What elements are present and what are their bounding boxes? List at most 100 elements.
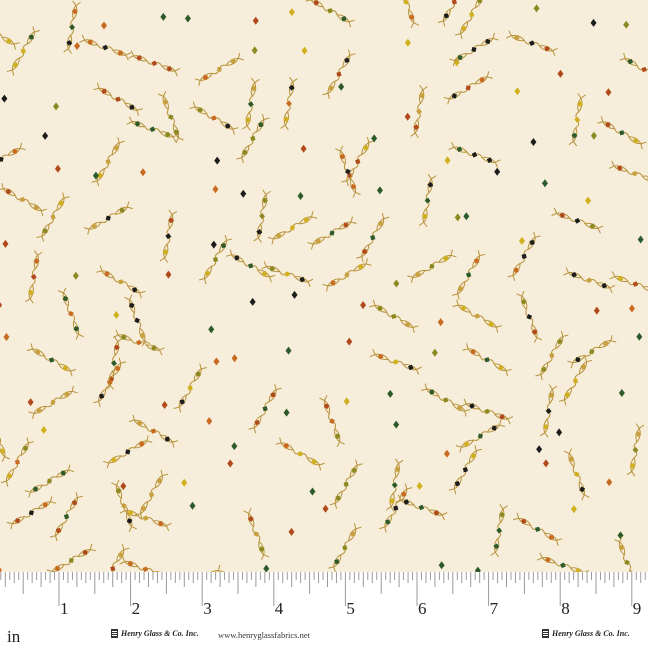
chain-motif — [111, 479, 137, 532]
diamond-dot — [301, 46, 308, 55]
diamond-dot — [285, 346, 292, 355]
chain-motif — [267, 211, 318, 245]
diamond-dot — [189, 501, 196, 510]
diamond-dot — [387, 389, 394, 398]
chain-motif — [253, 189, 271, 243]
chain-motif — [448, 445, 482, 495]
diamond-dot — [416, 482, 423, 491]
chain-motif — [505, 30, 558, 57]
chain-motif — [24, 464, 75, 498]
diamond-dot — [181, 478, 188, 487]
chain-motif — [626, 423, 645, 477]
ruler-number: 6 — [418, 599, 427, 618]
diamond-dot — [628, 304, 635, 313]
diamond-dot — [590, 131, 597, 140]
chain-motif — [112, 329, 165, 356]
chain-motif — [6, 496, 57, 530]
diamond-dot — [322, 504, 329, 513]
chain-motif — [194, 52, 244, 86]
diamond-dot — [140, 168, 147, 177]
diamond-dot — [184, 14, 191, 23]
diamond-dot — [637, 235, 644, 244]
diamond-dot — [213, 357, 220, 366]
diamond-dot — [42, 131, 49, 140]
diamond-dot — [404, 112, 411, 121]
chain-motif — [226, 249, 276, 283]
chain-motif — [26, 343, 77, 377]
chain-motif — [395, 494, 448, 521]
chain-motif — [96, 265, 146, 299]
chain-motif — [443, 71, 493, 105]
diamond-dot — [214, 156, 221, 165]
chain-motif — [307, 216, 357, 250]
diamond-dot — [557, 69, 564, 78]
chain-motif — [563, 448, 590, 501]
diamond-dot — [54, 164, 61, 173]
chain-motif — [0, 16, 20, 50]
chain-motif — [158, 91, 184, 144]
diamond-dot — [605, 88, 612, 97]
chain-motif — [407, 249, 457, 283]
chain-motif — [91, 137, 125, 187]
diamond-dot — [443, 449, 450, 458]
chain-motif — [322, 258, 372, 292]
diamond-dot — [393, 420, 400, 429]
chain-motif — [6, 26, 40, 76]
chain-motif — [322, 49, 356, 99]
ruler-ticks — [0, 572, 646, 606]
diamond-dot — [463, 212, 470, 221]
diamond-dot — [74, 41, 81, 50]
diamond-dot — [165, 270, 172, 279]
diamond-dot — [533, 4, 540, 13]
chain-motif — [305, 0, 355, 28]
ruler-number: 1 — [60, 599, 69, 618]
chain-motif — [275, 437, 325, 471]
brand-logo-left: Henry Glass & Co. Inc. — [111, 629, 199, 638]
diamond-dot — [210, 240, 217, 249]
ruler-number: 9 — [632, 599, 642, 618]
diamond-dot — [437, 318, 444, 327]
diamond-dot — [371, 134, 378, 143]
chain-motif — [243, 507, 270, 561]
diamond-dot — [309, 487, 316, 496]
chain-motif — [614, 536, 640, 576]
diamond-dot — [556, 428, 563, 437]
chain-motif — [449, 32, 499, 67]
chain-motif — [597, 116, 647, 150]
fabric-pattern — [0, 0, 648, 576]
diamond-dot — [208, 325, 215, 334]
diamond-dot — [542, 459, 549, 468]
diamond-dot — [2, 239, 9, 248]
diamond-dot — [360, 301, 367, 310]
chain-motif — [328, 523, 362, 573]
chain-motif — [608, 160, 648, 187]
diamond-dot — [113, 310, 120, 319]
diamond-dot — [338, 82, 345, 91]
chain-motif — [452, 250, 486, 300]
chain-motif — [539, 384, 558, 438]
diamond-dot — [0, 567, 2, 573]
diamond-dot — [288, 527, 295, 536]
chain-motif — [507, 231, 541, 282]
chain-motif — [455, 0, 489, 40]
diamond-dot — [438, 561, 445, 570]
diamond-dot — [590, 18, 597, 27]
diamond-dot — [541, 179, 548, 188]
chain-motif — [356, 213, 390, 263]
chain-motif — [0, 142, 26, 176]
diamond-dot — [263, 564, 270, 573]
chain-motif — [83, 201, 133, 235]
chain-motif — [159, 209, 178, 263]
chain-motif — [551, 207, 604, 234]
chain-motif — [128, 50, 181, 77]
chain-motif — [418, 174, 437, 228]
chain-motif — [393, 0, 419, 29]
diamond-dot — [92, 171, 99, 180]
chain-motif — [462, 343, 512, 377]
chain-motif — [452, 299, 502, 333]
chain-motif — [0, 437, 34, 487]
chain-motif — [124, 294, 150, 347]
chain-motif — [619, 52, 648, 87]
chain-motif — [280, 76, 298, 131]
chain-motif — [93, 82, 143, 116]
